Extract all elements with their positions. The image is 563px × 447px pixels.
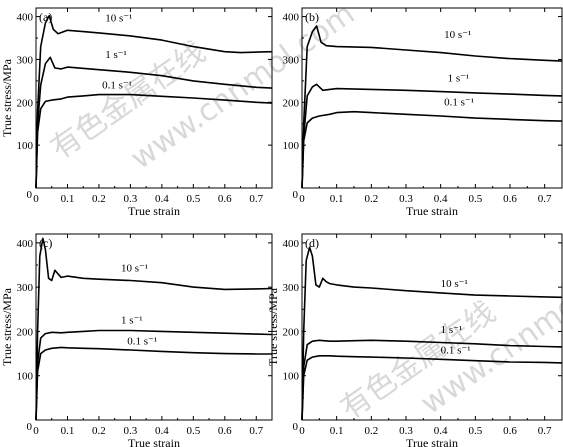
y-tick-label: 100 [17, 371, 34, 383]
panel-tag: (b) [305, 10, 319, 24]
x-tick-label: 0 [299, 193, 305, 205]
x-axis-title: True strain [128, 436, 180, 447]
y-tick-label: 400 [283, 238, 300, 250]
x-tick-label: 0 [299, 425, 305, 437]
series-line [35, 14, 273, 189]
x-tick-label: 0.3 [399, 193, 413, 205]
y-axis-title: True stress/MPa [0, 58, 14, 137]
y-tick-label: 100 [283, 140, 300, 152]
series-label: 1 s⁻¹ [441, 324, 463, 336]
series-label: 1 s⁻¹ [448, 73, 470, 85]
x-tick-label: 0.7 [249, 193, 263, 205]
series-label: 0.1 s⁻¹ [102, 80, 132, 92]
series-label: 10 s⁻¹ [444, 29, 471, 41]
x-tick-label: 0.5 [468, 193, 482, 205]
x-tick-label: 0.6 [503, 193, 517, 205]
y-tick-label: 300 [283, 282, 300, 294]
panels: 0 0.1 0.2 0.3 0.4 0.5 0.6 0.7 100 200 300 400 0 True … [0, 7, 563, 447]
y-tick-label: 100 [283, 371, 300, 383]
x-tick-label: 0 [33, 193, 39, 205]
y-tick-label: 200 [283, 97, 300, 109]
origin-label: 0 [27, 421, 33, 433]
series-line [301, 246, 563, 421]
series-line [35, 56, 273, 189]
series-line [35, 329, 273, 421]
x-axis-title: True strain [128, 204, 180, 218]
origin-label: 0 [293, 189, 299, 201]
series-line [301, 339, 563, 421]
series-label: 1 s⁻¹ [105, 49, 127, 61]
series-label: 10 s⁻¹ [105, 13, 132, 25]
y-tick-label: 400 [17, 12, 34, 24]
panel-tag: (a) [39, 10, 52, 24]
x-tick-label: 0.4 [155, 193, 169, 205]
plot-frame [301, 233, 563, 421]
plot-frame [35, 7, 273, 189]
series-line [301, 25, 563, 189]
plot-frame [301, 7, 563, 189]
x-tick-label: 0.1 [61, 425, 75, 437]
x-tick-label: 0 [33, 425, 39, 437]
x-tick-label: 0.6 [218, 425, 232, 437]
series-line [301, 354, 563, 421]
y-axis-title: True stress/MPa [266, 287, 280, 366]
x-tick-label: 0.3 [399, 425, 413, 437]
x-tick-label: 0.3 [124, 425, 138, 437]
x-tick-label: 0.2 [92, 193, 106, 205]
x-tick-label: 0.4 [434, 425, 448, 437]
x-tick-label: 0.5 [186, 425, 200, 437]
series-label: 0.1 s⁻¹ [444, 97, 474, 109]
x-tick-label: 0.7 [538, 193, 552, 205]
x-tick-label: 0.1 [330, 425, 344, 437]
series-label: 10 s⁻¹ [441, 278, 468, 290]
origin-label: 0 [27, 189, 33, 201]
x-tick-label: 0.5 [468, 425, 482, 437]
y-tick-label: 300 [17, 54, 34, 66]
series-line [301, 110, 563, 189]
x-tick-label: 0.1 [61, 193, 75, 205]
chart-panel-a: 0 0.1 0.2 0.3 0.4 0.5 0.6 0.7 100 200 300 400 0 True … [0, 7, 273, 218]
panel-tag: (d) [305, 236, 319, 250]
origin-label: 0 [293, 421, 299, 433]
x-tick-label: 0.5 [186, 193, 200, 205]
series-line [301, 83, 563, 189]
chart-panel-d: 0 0.1 0.2 0.3 0.4 0.5 0.6 0.7 100 200 300 400 0 True … [266, 233, 563, 447]
x-axis-title: True strain [406, 204, 458, 218]
series-line [35, 93, 273, 189]
y-axis-title: True stress/MPa [0, 287, 14, 366]
x-tick-label: 0.2 [92, 425, 106, 437]
series-label: 0.1 s⁻¹ [441, 345, 471, 357]
x-tick-label: 0.6 [503, 425, 517, 437]
x-tick-label: 0.2 [364, 193, 378, 205]
y-tick-label: 400 [283, 12, 300, 24]
y-tick-label: 200 [283, 326, 300, 338]
chart-panel-c: 0 0.1 0.2 0.3 0.4 0.5 0.6 0.7 100 200 300 400 0 True … [0, 233, 273, 447]
chart-panel-b: 0 0.1 0.2 0.3 0.4 0.5 0.6 0.7 100 200 300 400 0 True … [283, 7, 563, 218]
x-tick-label: 0.6 [218, 193, 232, 205]
y-tick-label: 300 [17, 282, 34, 294]
series-label: 10 s⁻¹ [121, 263, 148, 275]
x-tick-label: 0.4 [434, 193, 448, 205]
y-tick-label: 200 [17, 326, 34, 338]
y-tick-label: 100 [17, 140, 34, 152]
x-tick-label: 0.7 [249, 425, 263, 437]
series-label: 0.1 s⁻¹ [127, 336, 157, 348]
series-label: 1 s⁻¹ [121, 314, 143, 326]
x-tick-label: 0.2 [364, 425, 378, 437]
x-tick-label: 0.1 [330, 193, 344, 205]
x-tick-label: 0.7 [538, 425, 552, 437]
plot-frame [35, 233, 273, 421]
x-tick-label: 0.4 [155, 425, 169, 437]
series-line [35, 237, 273, 421]
y-tick-label: 400 [17, 238, 34, 250]
y-tick-label: 300 [283, 54, 300, 66]
x-tick-label: 0.3 [124, 193, 138, 205]
series-line [35, 346, 272, 421]
y-tick-label: 200 [17, 97, 34, 109]
x-axis-title: True strain [406, 436, 458, 447]
